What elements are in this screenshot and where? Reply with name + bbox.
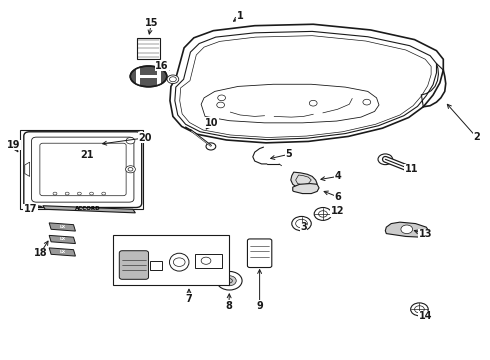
- Text: 2: 2: [473, 132, 480, 142]
- Text: 9: 9: [256, 301, 263, 311]
- Text: 12: 12: [331, 206, 344, 216]
- Text: 8: 8: [225, 301, 232, 311]
- Circle shape: [405, 165, 416, 174]
- Circle shape: [314, 207, 332, 220]
- Text: 10: 10: [205, 118, 219, 128]
- Circle shape: [222, 276, 236, 286]
- Circle shape: [378, 154, 392, 165]
- Text: 20: 20: [138, 133, 152, 143]
- Circle shape: [401, 225, 413, 234]
- Circle shape: [292, 216, 311, 231]
- Text: 7: 7: [186, 294, 193, 303]
- Polygon shape: [43, 206, 135, 213]
- Polygon shape: [291, 172, 317, 189]
- Circle shape: [411, 303, 428, 316]
- Polygon shape: [293, 184, 319, 194]
- FancyBboxPatch shape: [119, 251, 148, 279]
- Text: ACCORD: ACCORD: [75, 206, 101, 211]
- Ellipse shape: [170, 253, 189, 271]
- Text: 16: 16: [155, 61, 169, 71]
- Bar: [150, 261, 162, 270]
- Text: LX: LX: [59, 237, 65, 241]
- Text: 14: 14: [418, 311, 432, 321]
- Text: 4: 4: [334, 171, 341, 181]
- Text: 21: 21: [80, 150, 94, 160]
- Circle shape: [125, 166, 135, 173]
- Bar: [196, 254, 222, 267]
- Polygon shape: [49, 248, 75, 256]
- Text: 17: 17: [24, 204, 37, 214]
- FancyBboxPatch shape: [247, 239, 272, 267]
- Polygon shape: [49, 235, 75, 244]
- Ellipse shape: [130, 66, 167, 87]
- Text: 1: 1: [237, 12, 244, 21]
- Text: 11: 11: [405, 164, 418, 174]
- Text: 5: 5: [286, 149, 292, 159]
- Text: 19: 19: [7, 140, 20, 150]
- Text: 15: 15: [145, 18, 158, 28]
- FancyBboxPatch shape: [40, 143, 126, 196]
- Bar: [137, 38, 160, 59]
- Bar: [114, 235, 229, 285]
- Polygon shape: [49, 223, 75, 231]
- Text: LX: LX: [59, 225, 65, 229]
- Polygon shape: [385, 222, 429, 237]
- Circle shape: [206, 143, 216, 150]
- Circle shape: [126, 138, 135, 144]
- Text: LX: LX: [59, 250, 65, 254]
- Text: 18: 18: [33, 248, 47, 258]
- Circle shape: [167, 75, 179, 84]
- Text: 6: 6: [334, 192, 341, 202]
- Circle shape: [217, 271, 242, 290]
- Text: 3: 3: [300, 222, 307, 232]
- Text: 13: 13: [418, 229, 432, 239]
